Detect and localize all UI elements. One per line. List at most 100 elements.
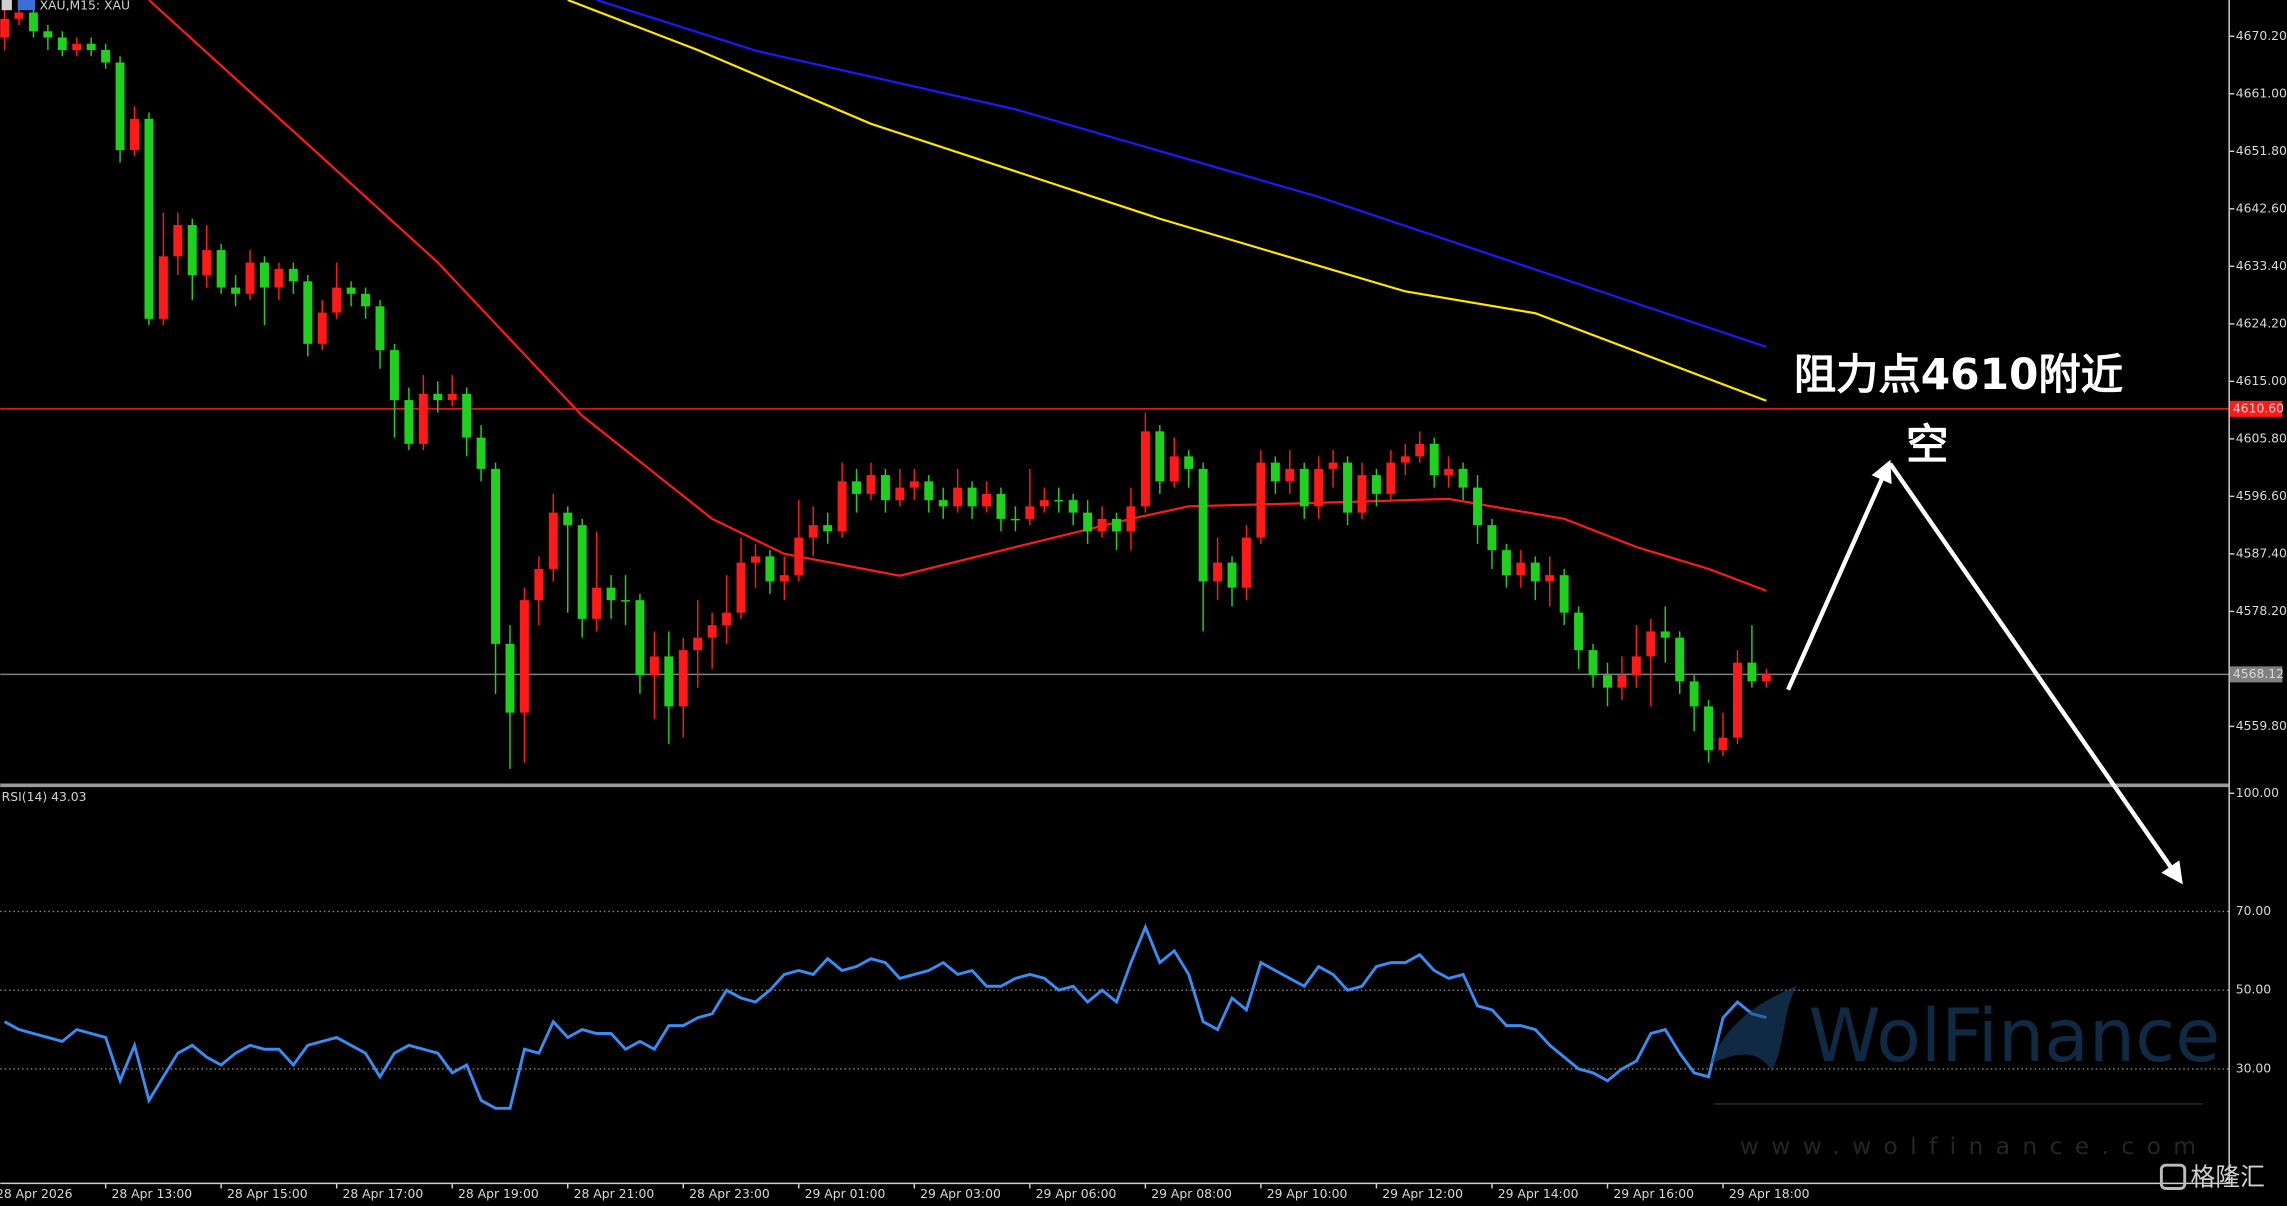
- candle-body: [1285, 468, 1295, 482]
- x-tick-label: 29 Apr 18:00: [1729, 1186, 1810, 1201]
- candle-body: [130, 118, 139, 151]
- y-tick-label: 4633.40: [2236, 258, 2287, 273]
- candle-body: [1559, 575, 1569, 613]
- candle-body: [1732, 662, 1742, 738]
- candle-body: [418, 393, 428, 444]
- candle-body: [880, 475, 890, 501]
- y-tick-label: 4587.40: [2236, 545, 2287, 560]
- candle-body: [1155, 431, 1165, 482]
- candle-body: [953, 487, 963, 507]
- candle-body: [274, 268, 284, 288]
- candle-body: [722, 612, 732, 626]
- candle-body: [187, 225, 197, 276]
- candle-body: [231, 287, 241, 294]
- candle-body: [967, 487, 977, 507]
- x-tick-label: 28 Apr 19:00: [458, 1186, 539, 1201]
- price-panel: [0, 0, 1771, 769]
- watermark: WolFinance www.wolfinance.com: [1709, 985, 2220, 1160]
- candle-body: [86, 43, 96, 51]
- candle-body: [346, 287, 356, 294]
- down-arrow: [1888, 462, 2183, 885]
- candle-body: [1169, 456, 1179, 482]
- annotation: 空: [1906, 420, 1948, 469]
- candle-body: [519, 600, 529, 713]
- candle-body: [1429, 443, 1439, 476]
- candle-body: [1415, 443, 1425, 457]
- y-tick-label: 4559.80: [2236, 718, 2287, 733]
- logo-text: 格隆汇: [2191, 1162, 2265, 1191]
- candle-body: [909, 481, 919, 488]
- candle-body: [1473, 487, 1483, 526]
- candle-body: [736, 562, 746, 613]
- candle-body: [794, 537, 804, 576]
- candle-body: [303, 281, 313, 344]
- x-tick-label: 28 Apr 23:00: [689, 1186, 770, 1201]
- candle-body: [202, 250, 212, 276]
- candle-body: [72, 43, 82, 51]
- candle-body: [1617, 675, 1627, 688]
- candle-body: [14, 12, 24, 19]
- candle-body: [1501, 550, 1511, 576]
- x-tick-label: 29 Apr 14:00: [1498, 1186, 1579, 1201]
- candle-body: [1371, 475, 1381, 494]
- candle-body: [1545, 575, 1555, 582]
- watermark-url: www.wolfinance.com: [1740, 1132, 2208, 1160]
- moving-average: [567, 0, 1767, 402]
- candle-body: [693, 637, 703, 651]
- candle-body: [1112, 518, 1121, 532]
- price-label-bg: [2229, 400, 2283, 417]
- candle-body: [476, 437, 486, 469]
- candle-body: [1198, 468, 1208, 582]
- candle-body: [158, 256, 168, 319]
- candle-body: [1256, 462, 1266, 538]
- candle-body: [1646, 631, 1656, 657]
- candle-body: [750, 556, 760, 563]
- indicator-label: RSI(14) 43.03: [2, 789, 87, 804]
- candle-body: [260, 262, 269, 288]
- candle-body: [1574, 612, 1584, 651]
- x-tick-label: 29 Apr 12:00: [1382, 1186, 1463, 1201]
- candle-body: [1357, 475, 1367, 513]
- candle-body: [1126, 506, 1136, 532]
- symbol-icon: [17, 0, 36, 11]
- price-label-bg: [2229, 666, 2283, 683]
- candle-body: [1444, 468, 1454, 476]
- candle-body: [216, 250, 226, 288]
- candle-body: [1631, 656, 1641, 676]
- watermark-brand: WolFinance: [1808, 994, 2220, 1079]
- candle-body: [317, 312, 327, 344]
- candle-body: [1704, 706, 1714, 751]
- x-tick-label: 29 Apr 03:00: [920, 1186, 1001, 1201]
- candle-body: [548, 512, 558, 569]
- candle-body: [664, 656, 674, 707]
- candle-body: [707, 625, 717, 638]
- candle-body: [1010, 518, 1020, 521]
- candle-body: [375, 306, 385, 351]
- candle-body: [101, 50, 111, 63]
- candle-body: [1747, 662, 1757, 682]
- candle-body: [57, 37, 67, 51]
- candle-body: [115, 62, 125, 151]
- candle-body: [1603, 675, 1612, 688]
- candle-body: [1328, 462, 1338, 469]
- candle-body: [1025, 506, 1035, 519]
- x-tick-label: 29 Apr 08:00: [1151, 1186, 1232, 1201]
- x-tick-label: 29 Apr 06:00: [1036, 1186, 1117, 1201]
- x-tick-label: 29 Apr 16:00: [1613, 1186, 1694, 1201]
- rsi-line: [3, 923, 1767, 1110]
- candle-body: [1689, 681, 1699, 707]
- candle-body: [245, 262, 255, 294]
- candle-body: [288, 268, 298, 282]
- candle-body: [866, 475, 876, 494]
- candle-body: [1588, 650, 1598, 676]
- candle-body: [173, 225, 183, 257]
- rsi-panel: [0, 910, 2229, 1110]
- candle-body: [1530, 562, 1540, 582]
- candle-body: [563, 512, 573, 526]
- candle-body: [1241, 537, 1251, 588]
- candle-body: [505, 643, 515, 713]
- candle-body: [534, 568, 544, 601]
- candle-body: [852, 481, 862, 494]
- logo-icon: [2159, 1163, 2187, 1190]
